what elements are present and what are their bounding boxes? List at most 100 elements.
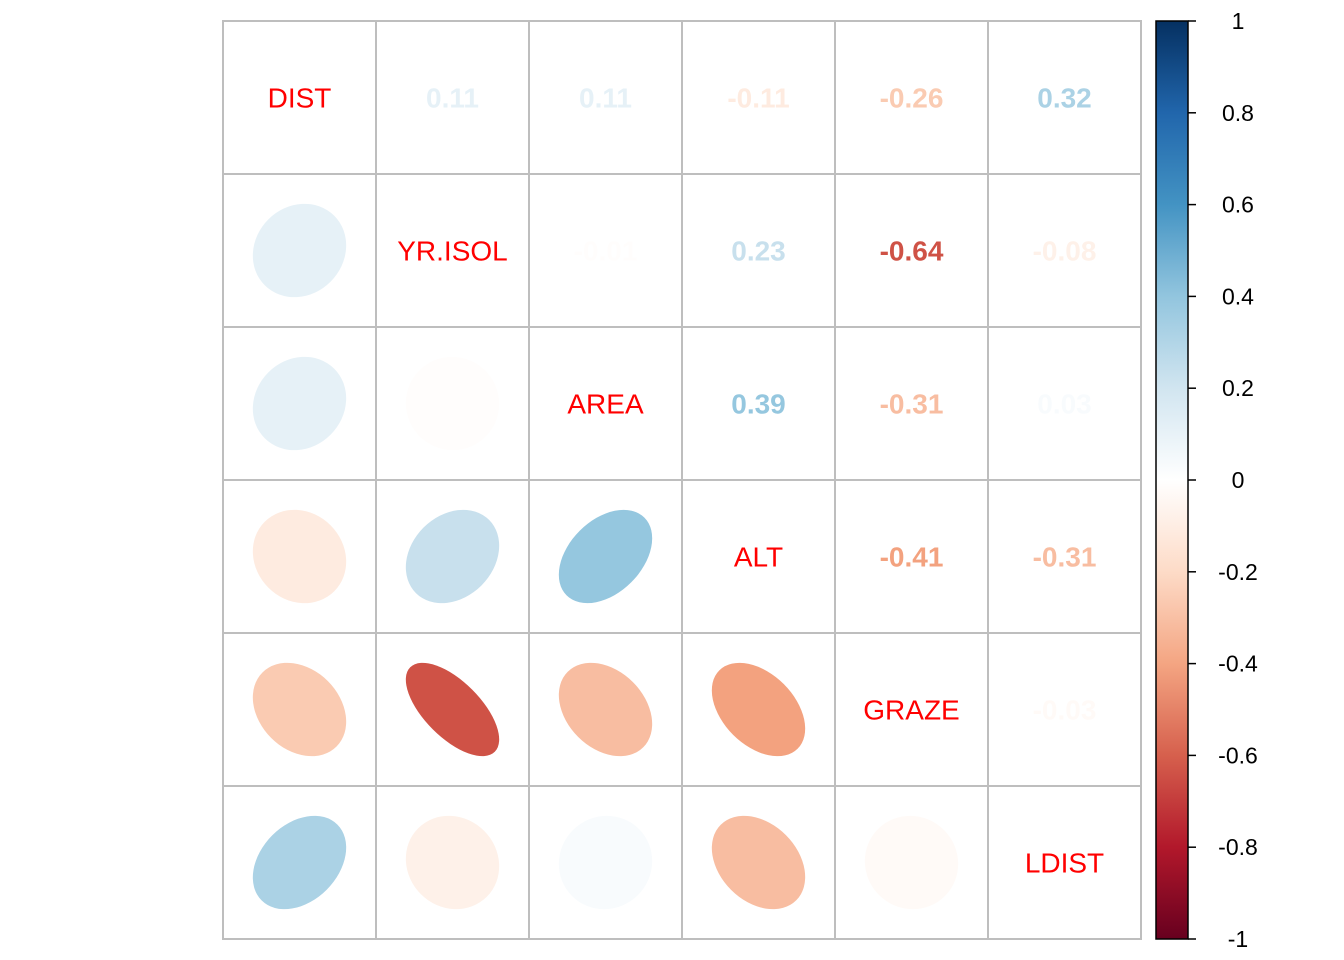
color-legend: 1 0.8 0.6 0.4 0.2 0 -0.2 -0.4 -0.6 -0.8 -1 — [1155, 8, 1258, 952]
colorbar-gradient — [1155, 20, 1189, 940]
colorbar-tick-label: -0.6 — [1218, 742, 1258, 768]
corr-ellipse — [405, 356, 500, 451]
cell-GRAZE-YR.ISOL — [375, 632, 530, 787]
cell-border — [375, 20, 530, 175]
cell-GRAZE-AREA — [528, 632, 683, 787]
corr-ellipse — [252, 815, 347, 910]
cell-ALT-GRAZE: -0.41 — [834, 479, 989, 634]
corr-ellipse — [558, 662, 653, 757]
cell-LDIST-YR.ISOL — [375, 785, 530, 940]
cell-AREA-YR.ISOL — [375, 326, 530, 481]
corr-ellipse — [711, 815, 806, 910]
cell-border — [834, 173, 989, 328]
corr-ellipse — [864, 815, 959, 910]
cell-YR.ISOL-ALT: 0.23 — [681, 173, 836, 328]
cell-LDIST-DIST — [222, 785, 377, 940]
colorbar-tick-label: -0.8 — [1218, 834, 1258, 860]
corr-ellipse — [252, 356, 347, 451]
corr-value: -0.64 — [880, 236, 944, 267]
corr-value: 0.39 — [731, 389, 786, 420]
corr-value: 0.11 — [579, 83, 632, 114]
cell-YR.ISOL-LDIST: -0.08 — [987, 173, 1142, 328]
variable-label-graze: GRAZE — [863, 695, 959, 726]
cell-border — [987, 479, 1142, 634]
cell-AREA-AREA — [528, 326, 683, 481]
cell-DIST-DIST — [222, 20, 377, 175]
cell-YR.ISOL-DIST — [222, 173, 377, 328]
corr-ellipse — [405, 662, 500, 757]
colorbar-tick-label: 0.4 — [1222, 283, 1254, 309]
cell-LDIST-ALT — [681, 785, 836, 940]
cell-DIST-YR.ISOL: 0.11 — [375, 20, 530, 175]
colorbar-tick-label: 0.2 — [1222, 375, 1254, 401]
cell-AREA-DIST — [222, 326, 377, 481]
corr-value: -0.08 — [1033, 236, 1097, 267]
cell-border — [681, 20, 836, 175]
corr-value: -0.11 — [727, 83, 789, 114]
cell-border — [834, 326, 989, 481]
cell-DIST-AREA: 0.11 — [528, 20, 683, 175]
corr-ellipse — [558, 509, 653, 604]
corr-value: 0.32 — [1037, 83, 1092, 114]
corr-value: 0.03 — [1037, 389, 1092, 420]
corr-value: -0.41 — [880, 542, 944, 573]
variable-labels: DIST YR.ISOL AREA ALT GRAZE LDIST — [268, 83, 1105, 879]
colorbar-tick-label: -1 — [1228, 926, 1248, 952]
corr-ellipse — [558, 815, 653, 910]
colorbar-tick-label: -0.2 — [1218, 559, 1258, 585]
cell-YR.ISOL-GRAZE: -0.64 — [834, 173, 989, 328]
colorbar-tick-label: -0.4 — [1218, 651, 1258, 677]
cell-border — [528, 20, 683, 175]
corr-ellipse — [711, 662, 806, 757]
variable-label-ldist: LDIST — [1025, 848, 1104, 879]
corr-value: -0.26 — [880, 83, 944, 114]
cell-border — [375, 173, 530, 328]
cell-ALT-DIST — [222, 479, 377, 634]
colorbar-tick-label: 0 — [1232, 467, 1245, 493]
cell-border — [987, 173, 1142, 328]
corr-ellipse — [405, 815, 500, 910]
colorbar-tick-label: 0.6 — [1222, 192, 1254, 218]
cell-border — [987, 785, 1142, 940]
corr-ellipse — [252, 203, 347, 298]
corr-ellipse — [405, 509, 500, 604]
corr-value: -0.31 — [1033, 542, 1097, 573]
cell-border — [681, 326, 836, 481]
corr-ellipse — [252, 509, 347, 604]
cell-YR.ISOL-YR.ISOL — [375, 173, 530, 328]
corr-value: 0.23 — [731, 236, 786, 267]
variable-label-alt: ALT — [734, 542, 783, 573]
corr-value: -0.31 — [880, 389, 944, 420]
cell-DIST-GRAZE: -0.26 — [834, 20, 989, 175]
cell-ALT-YR.ISOL — [375, 479, 530, 634]
corr-value: 0.11 — [426, 83, 479, 114]
variable-label-yr.isol: YR.ISOL — [397, 236, 507, 267]
cell-GRAZE-ALT — [681, 632, 836, 787]
cell-AREA-GRAZE: -0.31 — [834, 326, 989, 481]
cell-YR.ISOL-AREA: -0.01 — [528, 173, 683, 328]
cell-ALT-AREA — [528, 479, 683, 634]
cell-GRAZE-DIST — [222, 632, 377, 787]
variable-label-area: AREA — [567, 389, 644, 420]
cell-border — [987, 20, 1142, 175]
colorbar-tick-label: 1 — [1232, 8, 1245, 34]
cell-AREA-ALT: 0.39 — [681, 326, 836, 481]
corr-value: -0.03 — [1033, 695, 1097, 726]
cell-LDIST-GRAZE — [834, 785, 989, 940]
cell-LDIST-LDIST — [987, 785, 1142, 940]
cell-border — [834, 20, 989, 175]
cell-ALT-LDIST: -0.31 — [987, 479, 1142, 634]
cell-border — [528, 173, 683, 328]
cell-border — [222, 20, 377, 175]
cell-border — [987, 326, 1142, 481]
cell-AREA-LDIST: 0.03 — [987, 326, 1142, 481]
cell-border — [528, 326, 683, 481]
corr-ellipse — [252, 662, 347, 757]
cell-LDIST-AREA — [528, 785, 683, 940]
cell-GRAZE-LDIST: -0.03 — [987, 632, 1142, 787]
corr-value: -0.01 — [574, 236, 638, 267]
colorbar-tick-label: 0.8 — [1222, 100, 1254, 126]
cell-DIST-LDIST: 0.32 — [987, 20, 1142, 175]
variable-label-dist: DIST — [268, 83, 332, 114]
